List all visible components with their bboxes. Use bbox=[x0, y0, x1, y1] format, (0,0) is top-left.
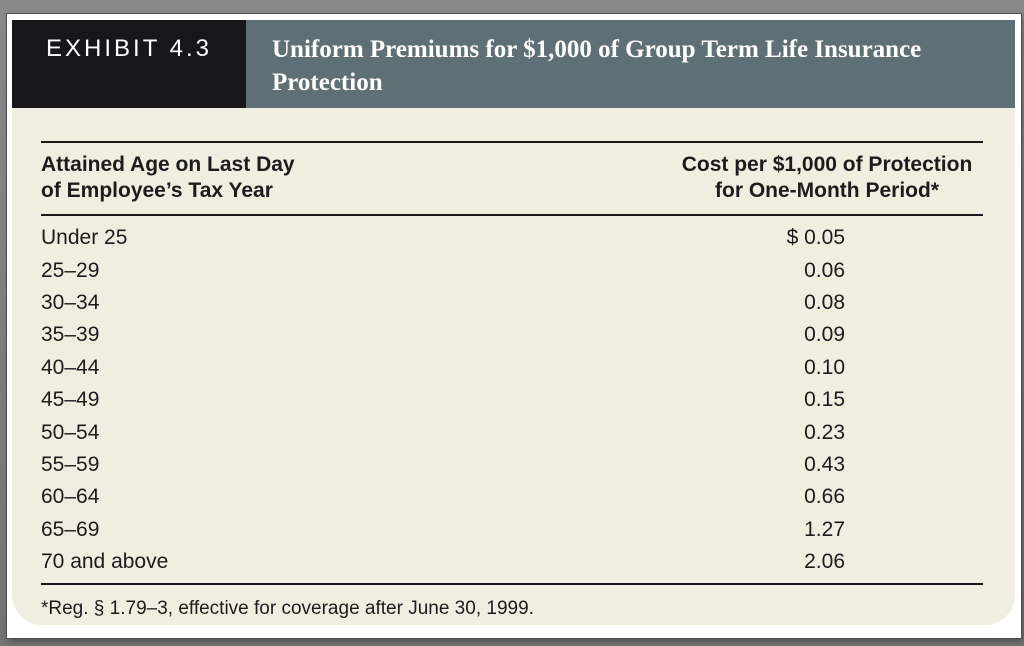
table-row: Under 25 $ 0.05 bbox=[41, 222, 983, 254]
table-row: 50–54 0.23 bbox=[41, 416, 983, 448]
age-cell: 25–29 bbox=[41, 258, 100, 282]
exhibit-label: EXHIBIT 4.3 bbox=[12, 20, 246, 108]
table-row: 60–64 0.66 bbox=[41, 481, 983, 513]
table-bottom-rule bbox=[41, 583, 983, 586]
table-panel: Attained Age on Last Day of Employee’s T… bbox=[12, 108, 1015, 625]
age-cell: 55–59 bbox=[41, 452, 100, 476]
textbook-page: EXHIBIT 4.3 Uniform Premiums for $1,000 … bbox=[7, 14, 1021, 638]
age-header-line2: of Employee’s Tax Year bbox=[41, 179, 273, 202]
table-row: 40–44 0.10 bbox=[41, 352, 983, 384]
table-row: 35–39 0.09 bbox=[41, 319, 983, 351]
age-cell: 65–69 bbox=[41, 517, 100, 541]
table-body: Under 25 $ 0.05 25–29 0.06 30–34 0.08 35… bbox=[12, 216, 1015, 583]
cost-cell: 0.09 bbox=[804, 323, 845, 347]
table-header-age: Attained Age on Last Day of Employee’s T… bbox=[41, 152, 643, 204]
table-header-rule bbox=[41, 214, 983, 216]
cost-header-line1: Cost per $1,000 of Protection bbox=[681, 153, 973, 176]
cost-cell: 2.06 bbox=[804, 550, 845, 574]
exhibit-header: EXHIBIT 4.3 Uniform Premiums for $1,000 … bbox=[12, 20, 1015, 108]
exhibit-title: Uniform Premiums for $1,000 of Group Ter… bbox=[272, 36, 922, 96]
table-header-row: Attained Age on Last Day of Employee’s T… bbox=[12, 143, 1015, 214]
cost-cell: 0.23 bbox=[804, 420, 845, 444]
age-cell: 70 and above bbox=[41, 550, 169, 574]
table-row: 65–69 1.27 bbox=[41, 514, 983, 546]
table-row: 70 and above 2.06 bbox=[41, 546, 983, 578]
cost-cell: $ 0.05 bbox=[786, 226, 845, 250]
age-header-line1: Attained Age on Last Day bbox=[41, 153, 295, 176]
age-cell: 40–44 bbox=[41, 355, 100, 379]
age-cell: Under 25 bbox=[41, 226, 128, 250]
exhibit-title-bar: Uniform Premiums for $1,000 of Group Ter… bbox=[246, 20, 1015, 108]
cost-header-line2: for One-Month Period* bbox=[715, 179, 939, 202]
age-cell: 50–54 bbox=[41, 420, 100, 444]
cost-cell: 0.10 bbox=[804, 355, 845, 379]
age-cell: 35–39 bbox=[41, 323, 100, 347]
table-row: 25–29 0.06 bbox=[41, 254, 983, 286]
cost-cell: 0.06 bbox=[804, 258, 845, 282]
table-top-rule bbox=[41, 141, 983, 143]
table-row: 45–49 0.15 bbox=[41, 384, 983, 416]
cost-cell: 0.15 bbox=[804, 388, 845, 412]
cost-cell: 0.43 bbox=[804, 452, 845, 476]
table-header-cost: Cost per $1,000 of Protection for One-Mo… bbox=[643, 152, 983, 204]
cost-cell: 0.66 bbox=[804, 485, 845, 509]
table-row: 55–59 0.43 bbox=[41, 449, 983, 481]
age-cell: 45–49 bbox=[41, 388, 100, 412]
footnote: *Reg. § 1.79–3, effective for coverage a… bbox=[41, 598, 534, 620]
cost-cell: 1.27 bbox=[804, 517, 845, 541]
table-row: 30–34 0.08 bbox=[41, 287, 983, 319]
cost-cell: 0.08 bbox=[804, 290, 845, 314]
age-cell: 30–34 bbox=[41, 290, 100, 314]
age-cell: 60–64 bbox=[41, 485, 100, 509]
